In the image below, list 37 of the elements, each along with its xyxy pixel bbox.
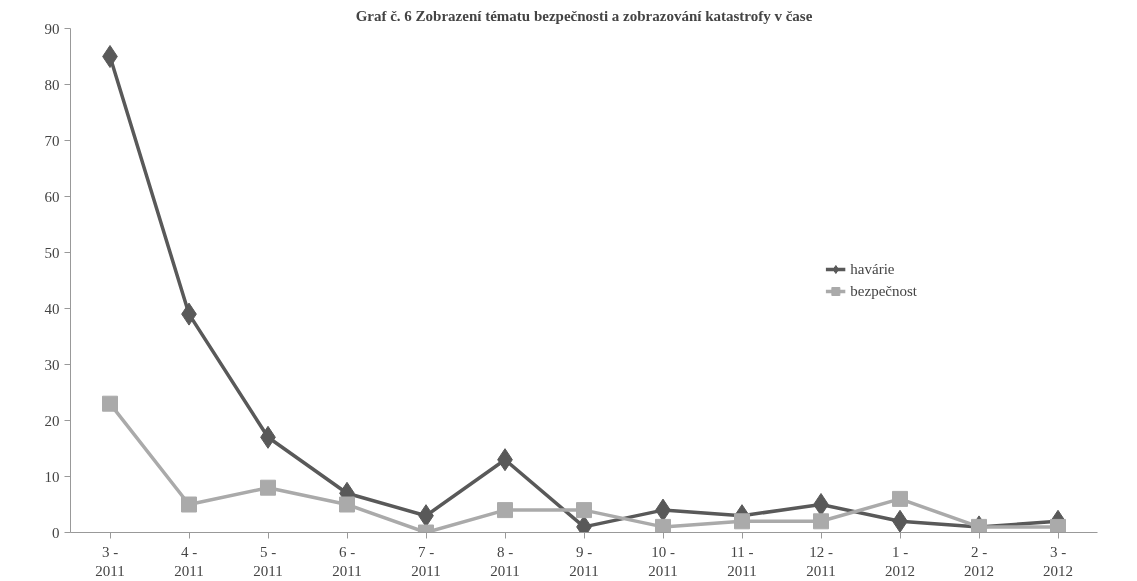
point (339, 496, 355, 513)
point (813, 513, 829, 530)
point (497, 502, 513, 519)
point (892, 490, 908, 507)
y-tick-label: 40 (44, 300, 60, 317)
point (1050, 518, 1066, 533)
x-tick-label: 3 - 2011 (95, 543, 125, 579)
chart-title: Graf č. 6 Zobrazení tématu bezpečnosti a zobrazování katastrofy v čase (355, 7, 813, 24)
point (734, 513, 750, 530)
point (576, 502, 592, 519)
x-tick-label: 10 - 2011 (648, 543, 678, 579)
x-tick-label: 2 - 2012 (964, 543, 994, 579)
x-tick-label: 5 - 2011 (253, 543, 283, 579)
point (102, 395, 118, 412)
y-tick-label: 90 (44, 20, 60, 37)
x-tick-label: 6 - 2011 (332, 543, 362, 579)
x-tick-label: 4 - 2011 (174, 543, 204, 579)
y-tick-label: 10 (44, 468, 60, 485)
point (181, 496, 197, 513)
y-tick-label: 0 (52, 524, 60, 541)
x-tick-label: 1 - 2012 (885, 543, 915, 579)
y-tick-label: 30 (44, 356, 60, 373)
x-tick-label: 7 - 2011 (411, 543, 441, 579)
x-tick-label: 8 - 2011 (490, 543, 520, 579)
y-tick-label: 50 (44, 244, 60, 261)
y-tick-label: 70 (44, 132, 60, 149)
x-tick-label: 3 - 2012 (1043, 543, 1073, 579)
y-tick-label: 20 (44, 412, 60, 429)
x-tick-label: 12 - 2011 (806, 543, 836, 579)
legend-label: havárie (850, 260, 895, 278)
legend-label: bezpečnost (850, 282, 917, 300)
x-tick-label: 11 - 2011 (727, 543, 757, 579)
point (260, 479, 276, 496)
point (655, 518, 671, 533)
y-tick-label: 60 (44, 188, 60, 205)
x-tick-label: 9 - 2011 (569, 543, 599, 579)
y-tick-label: 80 (44, 76, 60, 93)
